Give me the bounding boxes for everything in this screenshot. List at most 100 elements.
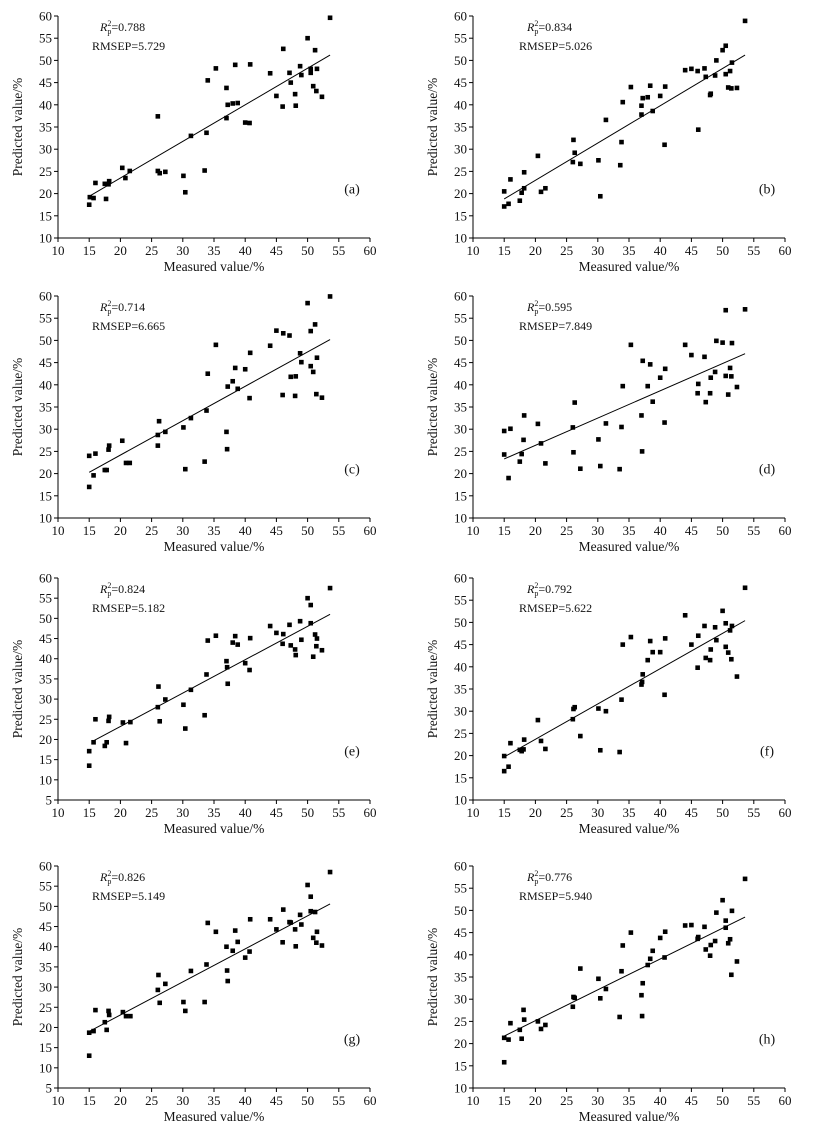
y-tick-label: 40 [39, 939, 52, 954]
x-tick-label: 30 [591, 243, 604, 258]
y-tick-label: 60 [39, 859, 52, 874]
data-point [86, 763, 92, 768]
data-point [213, 633, 219, 639]
x-tick-label: 25 [560, 805, 573, 820]
y-tick-label: 20 [454, 1036, 467, 1051]
x-tick-label: 15 [83, 243, 96, 258]
data-point [521, 437, 526, 443]
y-tick-label: 60 [454, 9, 467, 24]
data-point [517, 1027, 523, 1033]
data-point [235, 100, 241, 106]
data-point [91, 473, 96, 478]
y-tick-label: 45 [39, 631, 52, 646]
r2-subscript: p [107, 589, 111, 598]
data-point [155, 443, 161, 448]
r2-value: =0.714 [111, 300, 145, 314]
data-point [571, 449, 576, 455]
x-tick-label: 60 [779, 805, 792, 820]
x-tick-label: 25 [145, 805, 158, 820]
data-point [712, 624, 718, 630]
r2-symbol: R [526, 20, 535, 34]
data-point [508, 1020, 513, 1026]
data-point [578, 966, 583, 971]
data-point [225, 978, 231, 984]
data-point [603, 986, 609, 992]
y-tick-label: 35 [454, 970, 467, 985]
data-point [682, 67, 688, 73]
data-point [182, 466, 188, 472]
data-point [695, 127, 701, 132]
data-point [224, 446, 230, 452]
data-point [235, 386, 241, 392]
x-tick-label: 40 [239, 523, 252, 538]
x-tick-label: 25 [145, 1093, 158, 1108]
data-point [617, 749, 622, 755]
data-point [188, 133, 194, 139]
data-point [647, 638, 653, 644]
data-point [319, 395, 325, 400]
data-point [620, 99, 626, 105]
data-point [181, 702, 186, 708]
x-axis-label: Measured value/% [164, 539, 265, 554]
y-axis-label: Predicted value/% [10, 928, 25, 1027]
data-point [120, 1009, 126, 1015]
data-point [720, 340, 725, 345]
data-point [202, 999, 207, 1005]
data-point [310, 935, 316, 941]
data-point [521, 1007, 526, 1013]
data-point [695, 633, 701, 639]
x-tick-label: 35 [208, 805, 221, 820]
data-point [729, 340, 735, 346]
data-point [720, 897, 725, 903]
y-tick-label: 45 [454, 355, 467, 370]
data-point [714, 910, 719, 915]
data-point [657, 649, 663, 655]
data-point [288, 920, 294, 925]
x-tick-label: 10 [52, 1093, 65, 1108]
data-point [182, 1008, 188, 1014]
data-point [128, 1013, 133, 1019]
data-point [712, 73, 718, 78]
data-point [102, 743, 108, 749]
data-point [86, 202, 92, 207]
data-point [695, 934, 701, 940]
r2-annotation: R2 p=0.595 [526, 299, 572, 316]
data-point [312, 47, 318, 53]
r2-superscript: 2 [534, 19, 538, 28]
data-point [734, 674, 740, 679]
x-tick-label: 55 [747, 805, 760, 820]
data-point [86, 1053, 92, 1059]
data-point [682, 612, 688, 618]
data-point [106, 1008, 111, 1014]
data-point [247, 395, 252, 401]
data-point [639, 449, 645, 454]
x-tick-label: 35 [623, 243, 636, 258]
data-point [662, 929, 668, 935]
data-point [274, 328, 279, 333]
y-tick-label: 50 [454, 615, 467, 630]
y-tick-label: 35 [39, 120, 52, 135]
data-point [86, 453, 92, 459]
data-point [682, 923, 688, 928]
data-point [163, 981, 168, 987]
data-point [308, 894, 314, 899]
y-tick-label: 30 [454, 704, 467, 719]
r2-annotation: R2 p=0.824 [99, 581, 145, 598]
data-point [305, 882, 310, 888]
data-point [163, 429, 168, 435]
data-point [299, 922, 304, 927]
data-point [305, 35, 310, 41]
x-tick-label: 30 [176, 243, 189, 258]
data-point [247, 667, 252, 673]
scatter-panel: 10 15 20 25 30 35 40 45 50 55 60 10 15 20 25 30 35 40 45 50… [415, 280, 830, 570]
y-tick-label: 30 [454, 142, 467, 157]
data-point [517, 459, 523, 464]
x-tick-label: 60 [779, 1093, 792, 1108]
y-axis-label: Predicted value/% [10, 358, 25, 457]
r2-subscript: p [107, 877, 111, 886]
data-point [106, 447, 111, 452]
r2-symbol: R [99, 582, 108, 596]
data-point [242, 120, 248, 125]
r2-subscript: p [534, 307, 538, 316]
x-tick-label: 15 [83, 523, 96, 538]
